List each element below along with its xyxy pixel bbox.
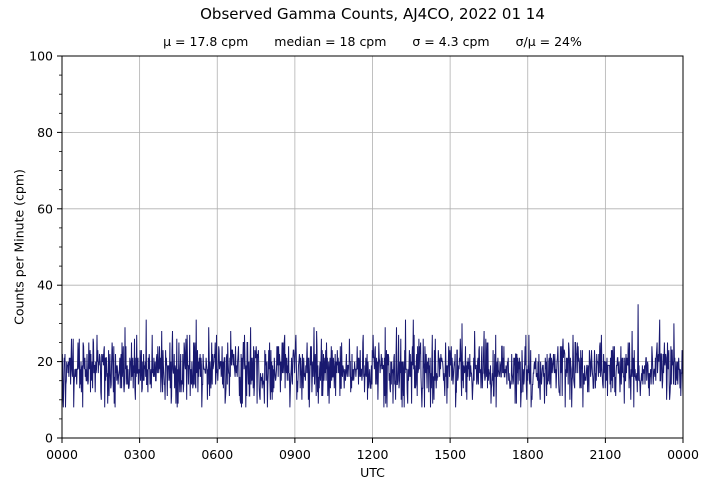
stat-median: median = 18 cpm bbox=[274, 34, 387, 49]
x-tick-label: 0600 bbox=[201, 447, 233, 462]
x-tick-label: 1500 bbox=[434, 447, 466, 462]
x-tick-label: 1800 bbox=[512, 447, 544, 462]
y-tick-label: 20 bbox=[37, 354, 53, 369]
y-tick-label: 40 bbox=[37, 278, 53, 293]
y-tick-label: 0 bbox=[45, 431, 53, 446]
y-tick-label: 80 bbox=[37, 125, 53, 140]
x-tick-label: 0300 bbox=[124, 447, 156, 462]
stat-sigma: σ = 4.3 cpm bbox=[412, 34, 490, 49]
x-tick-label: 0000 bbox=[46, 447, 78, 462]
gamma-counts-line bbox=[61, 304, 684, 408]
x-tick-label: 0900 bbox=[279, 447, 311, 462]
chart-subtitle: μ = 17.8 cpm median = 18 cpm σ = 4.3 cpm… bbox=[42, 34, 703, 49]
plot-border bbox=[61, 55, 684, 439]
x-tick-label: 1200 bbox=[357, 447, 389, 462]
x-axis-label: UTC bbox=[360, 465, 385, 480]
stat-mean: μ = 17.8 cpm bbox=[163, 34, 249, 49]
stat-sigma-over-mean: σ/μ = 24% bbox=[515, 34, 582, 49]
chart-title: Observed Gamma Counts, AJ4CO, 2022 01 14 bbox=[200, 5, 545, 23]
y-tick-label: 100 bbox=[29, 49, 53, 64]
y-tick-label: 60 bbox=[37, 201, 53, 216]
x-tick-label: 0000 bbox=[667, 447, 699, 462]
x-tick-label: 2100 bbox=[589, 447, 621, 462]
